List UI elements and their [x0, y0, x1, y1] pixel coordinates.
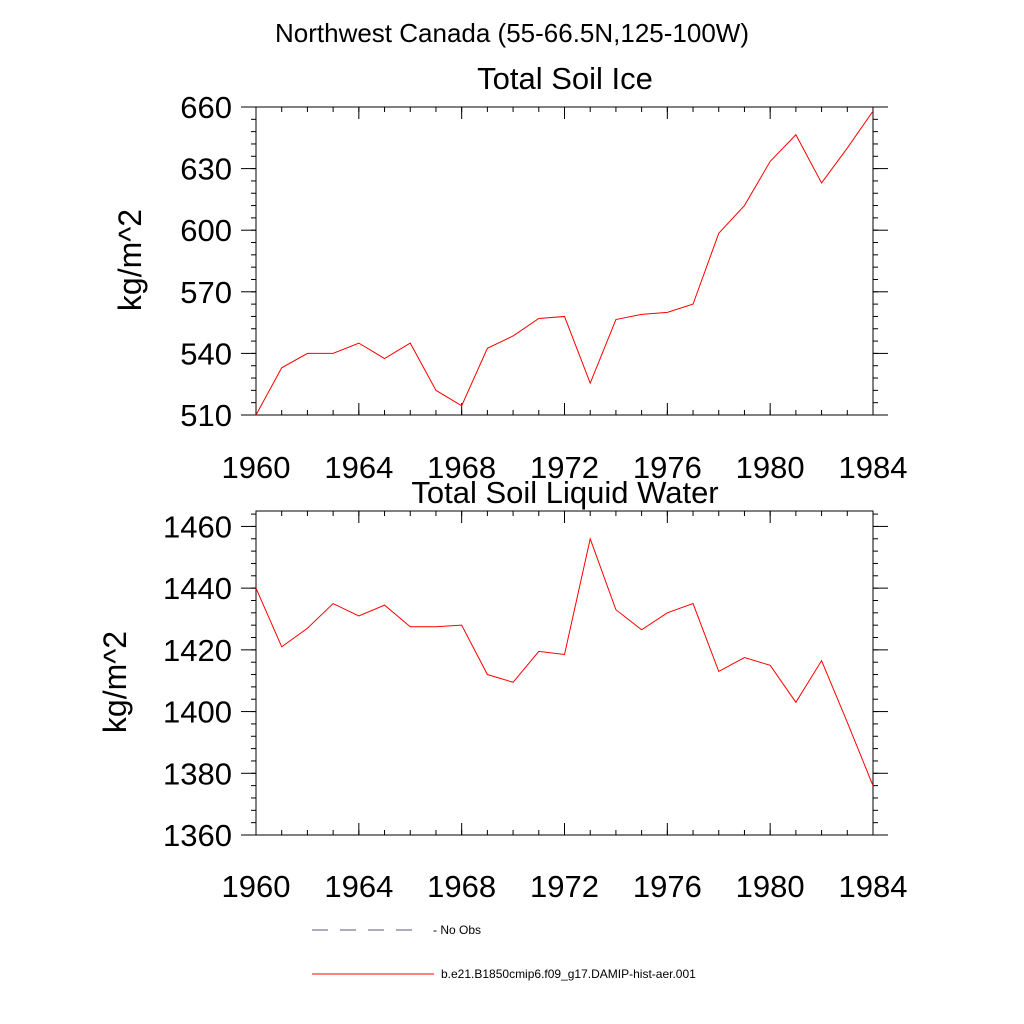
y-tick-label: 570 [180, 275, 232, 310]
y-tick-label: 510 [180, 398, 232, 433]
x-tick-label: 1968 [427, 450, 496, 485]
x-tick-label: 1980 [736, 450, 805, 485]
legend-item-no-obs: - No Obs [312, 923, 481, 937]
x-tick-label: 1968 [427, 869, 496, 904]
y-tick-label: 600 [180, 213, 232, 248]
legend-label: - No Obs [433, 923, 481, 937]
x-tick-label: 1964 [324, 869, 393, 904]
y-axis-label: kg/m^2 [112, 209, 148, 311]
x-tick-label: 1976 [633, 450, 702, 485]
series-line [255, 110, 874, 416]
y-tick-label: 660 [180, 90, 232, 125]
y-tick-label: 540 [180, 336, 232, 371]
panel-title: Total Soil Liquid Water [411, 475, 718, 510]
plot-frame [255, 510, 874, 836]
panel-total-soil-ice: Total Soil Ice kg/m^2 1960 1964 1968 1972 19… [112, 61, 907, 485]
x-tick-label: 1976 [633, 869, 702, 904]
y-tick-label: 1400 [163, 695, 232, 730]
legend-item-model-run: b.e21.B1850cmip6.f09_g17.DAMIP-hist-aer.… [312, 967, 696, 981]
y-tick-label: 1460 [163, 509, 232, 544]
y-tick-label: 630 [180, 152, 232, 187]
x-tick-label: 1984 [839, 450, 908, 485]
y-axis-label: kg/m^2 [97, 631, 133, 733]
x-tick-label: 1972 [530, 869, 599, 904]
x-tick-label: 1964 [324, 450, 393, 485]
panel-total-soil-liquid-water: Total Soil Liquid Water kg/m^2 1960 1964 1… [97, 475, 907, 904]
x-tick-label: 1972 [530, 450, 599, 485]
y-tick-label: 1380 [163, 756, 232, 791]
legend: - No Obs b.e21.B1850cmip6.f09_g17.DAMIP-… [312, 923, 696, 981]
legend-label: b.e21.B1850cmip6.f09_g17.DAMIP-hist-aer.… [441, 967, 696, 981]
panel-title: Total Soil Ice [477, 61, 653, 96]
y-tick-label: 1440 [163, 571, 232, 606]
x-tick-label: 1960 [222, 869, 291, 904]
plot-frame [255, 106, 874, 416]
x-tick-label: 1960 [222, 450, 291, 485]
figure-title: Northwest Canada (55-66.5N,125-100W) [275, 18, 749, 48]
x-tick-label: 1984 [839, 869, 908, 904]
series-line [255, 536, 874, 786]
x-tick-label: 1980 [736, 869, 805, 904]
y-tick-label: 1360 [163, 818, 232, 853]
y-tick-label: 1420 [163, 633, 232, 668]
